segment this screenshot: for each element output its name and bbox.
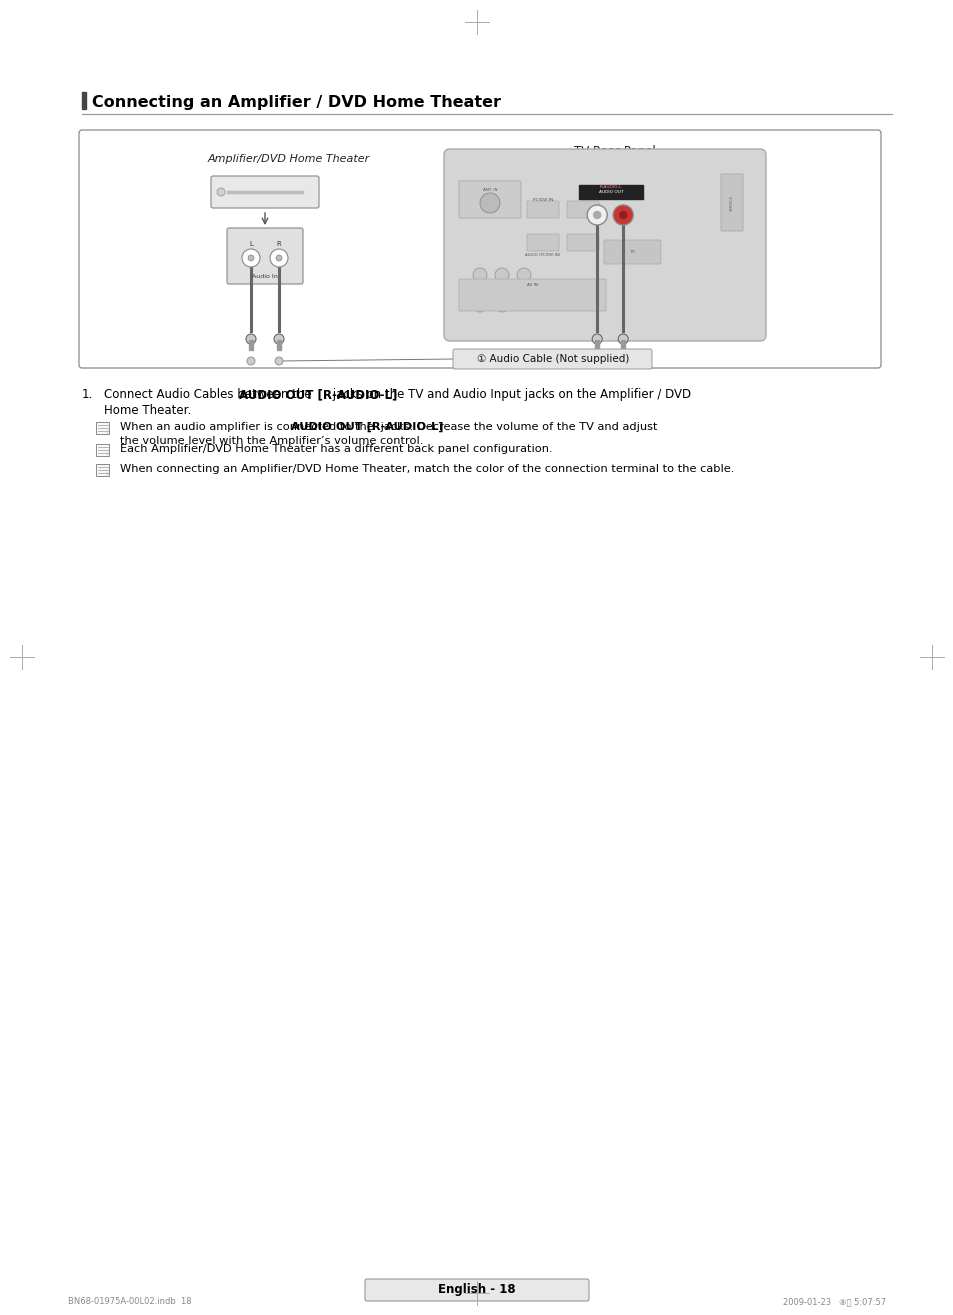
Text: 2009-01-23   ⑨⑫ 5:07:57: 2009-01-23 ⑨⑫ 5:07:57 <box>782 1298 885 1307</box>
Text: TV Rear Panel: TV Rear Panel <box>574 145 656 158</box>
Circle shape <box>274 356 283 366</box>
Text: Connecting an Amplifier / DVD Home Theater: Connecting an Amplifier / DVD Home Theat… <box>91 95 500 109</box>
Circle shape <box>473 299 486 312</box>
Text: Connect Audio Cables between the: Connect Audio Cables between the <box>104 388 315 401</box>
Circle shape <box>587 205 606 225</box>
Circle shape <box>593 356 600 366</box>
Text: jacks on the TV and Audio Input jacks on the Amplifier / DVD: jacks on the TV and Audio Input jacks on… <box>328 388 690 401</box>
FancyBboxPatch shape <box>95 443 110 456</box>
Text: When connecting an Amplifier/DVD Home Theater, match the color of the connection: When connecting an Amplifier/DVD Home Th… <box>120 464 734 473</box>
Circle shape <box>495 268 509 281</box>
FancyBboxPatch shape <box>211 176 318 208</box>
Bar <box>276 341 281 350</box>
FancyBboxPatch shape <box>79 130 880 368</box>
Text: Audio In: Audio In <box>252 274 277 279</box>
Bar <box>249 341 253 350</box>
Text: AUDIO OUT [R-AUDIO-L]: AUDIO OUT [R-AUDIO-L] <box>291 422 443 433</box>
FancyBboxPatch shape <box>566 234 598 251</box>
Text: jacks: Decrease the volume of the TV and adjust: jacks: Decrease the volume of the TV and… <box>376 422 657 433</box>
Text: Each Amplifier/DVD Home Theater has a different back panel configuration.: Each Amplifier/DVD Home Theater has a di… <box>120 444 552 454</box>
Text: R: R <box>276 241 281 247</box>
Text: BN68-01975A-00L02.indb  18: BN68-01975A-00L02.indb 18 <box>68 1298 192 1307</box>
Text: ANT. IN: ANT. IN <box>482 188 497 192</box>
Text: When an audio amplifier is connected to the: When an audio amplifier is connected to … <box>120 422 377 433</box>
Circle shape <box>473 268 486 281</box>
FancyBboxPatch shape <box>453 348 651 370</box>
Text: English - 18: English - 18 <box>437 1283 516 1297</box>
Circle shape <box>270 249 288 267</box>
FancyBboxPatch shape <box>458 279 605 312</box>
Text: L: L <box>249 241 253 247</box>
FancyBboxPatch shape <box>227 227 303 284</box>
Circle shape <box>242 249 260 267</box>
FancyBboxPatch shape <box>526 201 558 218</box>
Text: R-AUDIO-L: R-AUDIO-L <box>599 185 621 189</box>
Bar <box>595 341 598 350</box>
FancyBboxPatch shape <box>566 201 598 218</box>
Text: AV IN: AV IN <box>526 283 537 287</box>
Text: Home Theater.: Home Theater. <box>104 404 191 417</box>
FancyBboxPatch shape <box>365 1279 588 1301</box>
Circle shape <box>479 193 499 213</box>
Circle shape <box>613 205 633 225</box>
Circle shape <box>618 356 626 366</box>
Text: Amplifier/DVD Home Theater: Amplifier/DVD Home Theater <box>208 154 370 164</box>
Circle shape <box>495 299 509 312</box>
Text: 1.: 1. <box>82 388 93 401</box>
Bar <box>620 341 624 350</box>
FancyBboxPatch shape <box>443 149 765 341</box>
Circle shape <box>275 255 282 260</box>
Text: PC/DVI IN: PC/DVI IN <box>533 199 553 203</box>
Text: ① Audio Cable (Not supplied): ① Audio Cable (Not supplied) <box>476 354 629 364</box>
Text: the volume level with the Amplifier’s volume control.: the volume level with the Amplifier’s vo… <box>120 437 423 446</box>
Text: PC: PC <box>630 250 635 254</box>
Circle shape <box>246 334 255 345</box>
Text: SERVICE: SERVICE <box>729 195 733 212</box>
Circle shape <box>247 356 254 366</box>
Bar <box>578 185 642 199</box>
FancyBboxPatch shape <box>526 234 558 251</box>
FancyBboxPatch shape <box>458 181 520 218</box>
FancyBboxPatch shape <box>95 422 110 434</box>
Circle shape <box>216 188 225 196</box>
Text: AUDIO OUT [R-AUDIO-L]: AUDIO OUT [R-AUDIO-L] <box>238 388 396 401</box>
Text: AUDIO (PC/DVI IN): AUDIO (PC/DVI IN) <box>525 252 560 256</box>
Circle shape <box>593 212 600 218</box>
FancyBboxPatch shape <box>603 241 660 264</box>
Circle shape <box>619 212 626 218</box>
Circle shape <box>248 255 253 260</box>
Text: AUDIO OUT: AUDIO OUT <box>598 189 623 195</box>
Circle shape <box>592 334 601 345</box>
Circle shape <box>274 334 284 345</box>
FancyBboxPatch shape <box>95 464 110 476</box>
FancyBboxPatch shape <box>720 174 742 231</box>
Bar <box>82 92 86 109</box>
Circle shape <box>618 334 627 345</box>
Circle shape <box>517 268 531 281</box>
